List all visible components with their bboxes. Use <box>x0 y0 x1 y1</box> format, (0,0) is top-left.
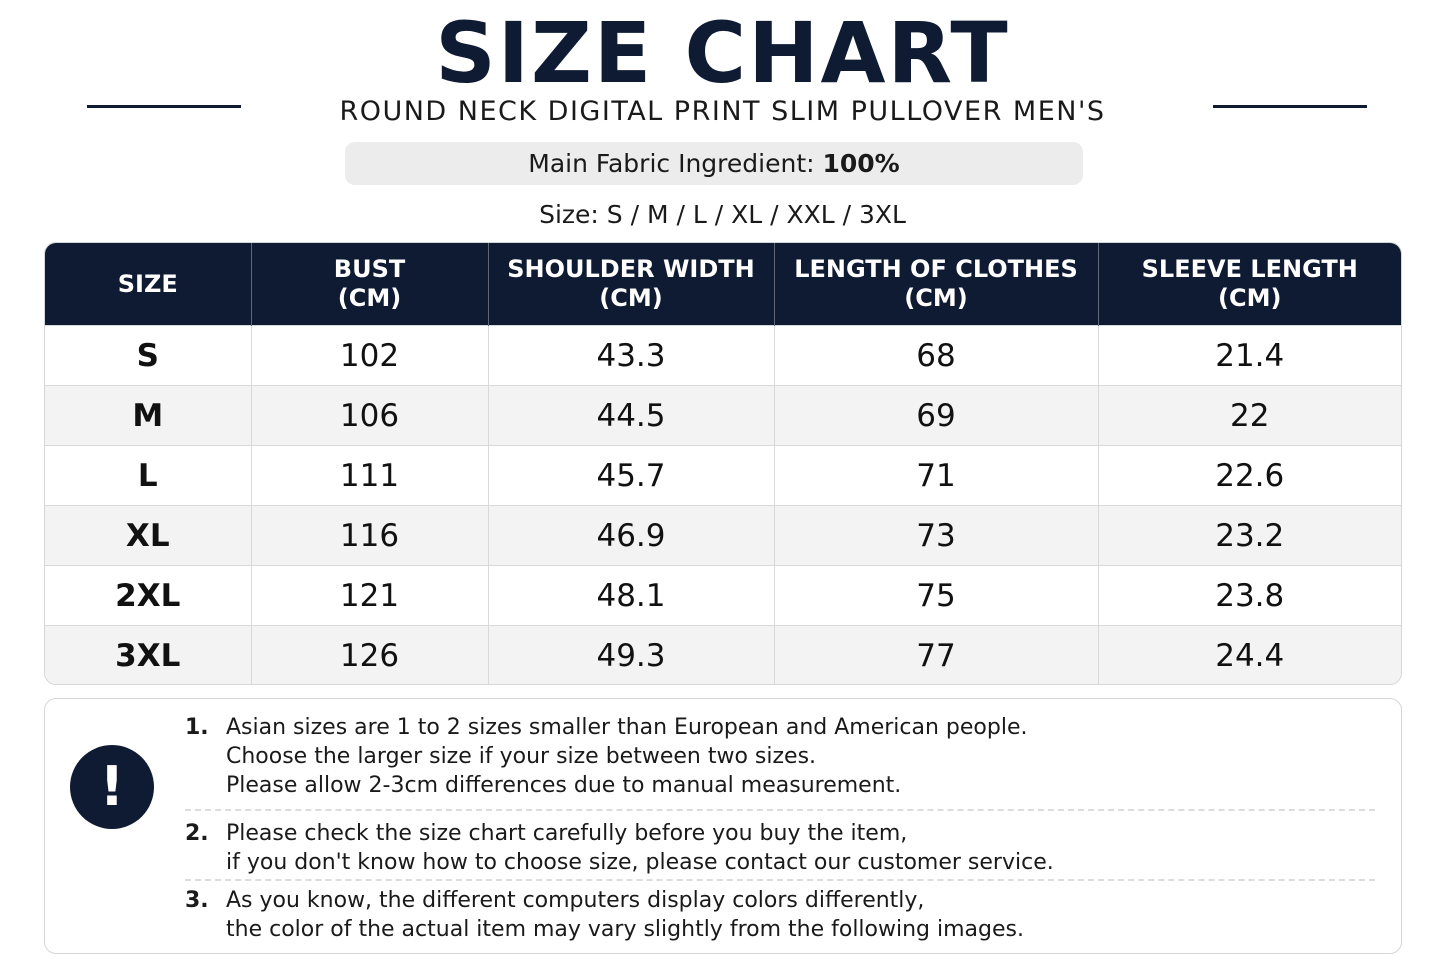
size-table: SIZE BUST (CM) SHOULDER WIDTH (CM) LENGTH … <box>45 243 1401 684</box>
cell-length: 75 <box>774 565 1099 626</box>
cell-length: 69 <box>774 385 1099 446</box>
cell-length: 77 <box>774 625 1099 684</box>
fabric-pill: Main Fabric Ingredient: 100% <box>345 142 1083 185</box>
header-sleeve-length: SLEEVE LENGTH (CM) <box>1098 243 1401 326</box>
table-row: 2XL 121 48.1 75 23.8 <box>45 565 1401 626</box>
note-line: Asian sizes are 1 to 2 sizes smaller tha… <box>226 715 1028 740</box>
size-table-container: SIZE BUST (CM) SHOULDER WIDTH (CM) LENGTH … <box>44 242 1402 685</box>
table-row: 3XL 126 49.3 77 24.4 <box>45 625 1401 684</box>
cell-bust: 121 <box>251 565 489 626</box>
note-line: Choose the larger size if your size betw… <box>226 744 817 769</box>
cell-shoulder-width: 48.1 <box>488 565 775 626</box>
fabric-value: 100% <box>822 149 900 178</box>
cell-sleeve-length: 23.8 <box>1098 565 1401 626</box>
cell-length: 71 <box>774 445 1099 506</box>
cell-bust: 111 <box>251 445 489 506</box>
cell-length: 73 <box>774 505 1099 566</box>
cell-shoulder-width: 46.9 <box>488 505 775 566</box>
cell-bust: 102 <box>251 325 489 386</box>
note-line: if you don't know how to choose size, pl… <box>226 850 1054 875</box>
available-sizes: Size: S / M / L / XL / XXL / 3XL <box>539 200 906 229</box>
cell-shoulder-width: 43.3 <box>488 325 775 386</box>
note-number: 1. <box>185 715 209 740</box>
cell-sleeve-length: 23.2 <box>1098 505 1401 566</box>
cell-bust: 116 <box>251 505 489 566</box>
cell-shoulder-width: 49.3 <box>488 625 775 684</box>
table-row: M 106 44.5 69 22 <box>45 385 1401 446</box>
table-header-row: SIZE BUST (CM) SHOULDER WIDTH (CM) LENGTH … <box>45 243 1401 326</box>
cell-size: XL <box>45 505 252 566</box>
cell-shoulder-width: 45.7 <box>488 445 775 506</box>
header-shoulder-width: SHOULDER WIDTH (CM) <box>488 243 775 326</box>
cell-length: 68 <box>774 325 1099 386</box>
cell-size: S <box>45 325 252 386</box>
note-divider <box>185 879 1375 881</box>
cell-size: 3XL <box>45 625 252 684</box>
cell-sleeve-length: 22.6 <box>1098 445 1401 506</box>
header-bust: BUST (CM) <box>251 243 489 326</box>
note-line: Please check the size chart carefully be… <box>226 821 908 846</box>
product-subtitle: ROUND NECK DIGITAL PRINT SLIM PULLOVER M… <box>339 96 1106 127</box>
cell-sleeve-length: 22 <box>1098 385 1401 446</box>
cell-bust: 106 <box>251 385 489 446</box>
table-row: S 102 43.3 68 21.4 <box>45 325 1401 386</box>
note-number: 2. <box>185 821 209 846</box>
header-size: SIZE <box>45 243 252 326</box>
table-row: L 111 45.7 71 22.6 <box>45 445 1401 506</box>
title-rule-right <box>1213 105 1367 108</box>
table-row: XL 116 46.9 73 23.2 <box>45 505 1401 566</box>
note-divider <box>185 809 1375 811</box>
fabric-label: Main Fabric Ingredient: <box>528 149 815 178</box>
cell-size: 2XL <box>45 565 252 626</box>
page-title: SIZE CHART <box>435 4 1010 102</box>
header-length-of-clothes: LENGTH OF CLOTHES (CM) <box>774 243 1099 326</box>
cell-sleeve-length: 24.4 <box>1098 625 1401 684</box>
note-number: 3. <box>185 888 209 913</box>
cell-size: M <box>45 385 252 446</box>
cell-sleeve-length: 21.4 <box>1098 325 1401 386</box>
notes-panel: ! 1. Asian sizes are 1 to 2 sizes smalle… <box>44 698 1402 954</box>
cell-shoulder-width: 44.5 <box>488 385 775 446</box>
note-line: the color of the actual item may vary sl… <box>226 917 1024 942</box>
note-line: As you know, the different computers dis… <box>226 888 925 913</box>
cell-bust: 126 <box>251 625 489 684</box>
title-rule-left <box>87 105 241 108</box>
cell-size: L <box>45 445 252 506</box>
exclamation-icon: ! <box>70 745 154 829</box>
note-line: Please allow 2-3cm differences due to ma… <box>226 773 902 798</box>
